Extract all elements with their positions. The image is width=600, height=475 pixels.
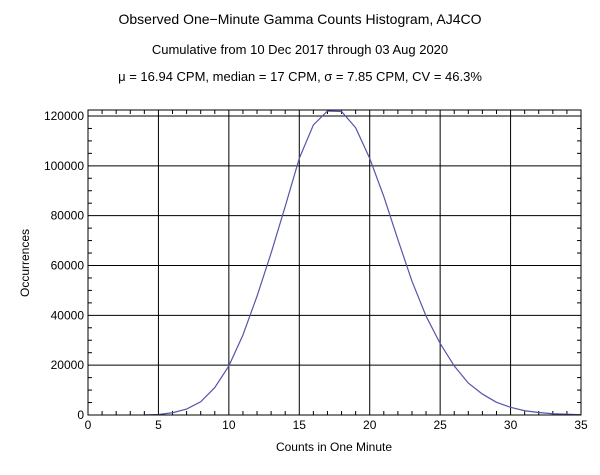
y-tick-label: 60000 — [51, 258, 85, 272]
chart-stats: μ = 16.94 CPM, median = 17 CPM, σ = 7.85… — [118, 69, 482, 84]
x-tick-label: 25 — [433, 418, 447, 432]
chart-title: Observed One−Minute Gamma Counts Histogr… — [118, 11, 482, 27]
plot-frame — [87, 109, 582, 416]
x-tick-label: 5 — [155, 418, 162, 432]
y-tick-label: 0 — [77, 408, 84, 422]
y-tick-label: 120000 — [44, 109, 84, 123]
y-tick-label: 100000 — [44, 159, 84, 173]
y-tick-label: 80000 — [51, 209, 85, 223]
x-tick-label: 0 — [85, 418, 92, 432]
x-tick-label: 15 — [293, 418, 307, 432]
x-axis-label: Counts in One Minute — [276, 440, 392, 454]
ticks — [88, 110, 581, 415]
grid — [88, 110, 581, 415]
x-tick-label: 35 — [574, 418, 588, 432]
y-axis-label: Occurrences — [18, 229, 32, 297]
x-tick-label: 10 — [222, 418, 236, 432]
tick-labels: 0 5 10 15 20 25 30 35 0 20000 40000 60000 80000 10000… — [44, 109, 588, 432]
series-line — [144, 110, 582, 416]
x-tick-label: 20 — [363, 418, 377, 432]
chart-subtitle: Cumulative from 10 Dec 2017 through 03 A… — [151, 42, 449, 57]
y-tick-label: 20000 — [51, 358, 85, 372]
x-tick-label: 30 — [504, 418, 518, 432]
y-tick-label: 40000 — [51, 308, 85, 322]
